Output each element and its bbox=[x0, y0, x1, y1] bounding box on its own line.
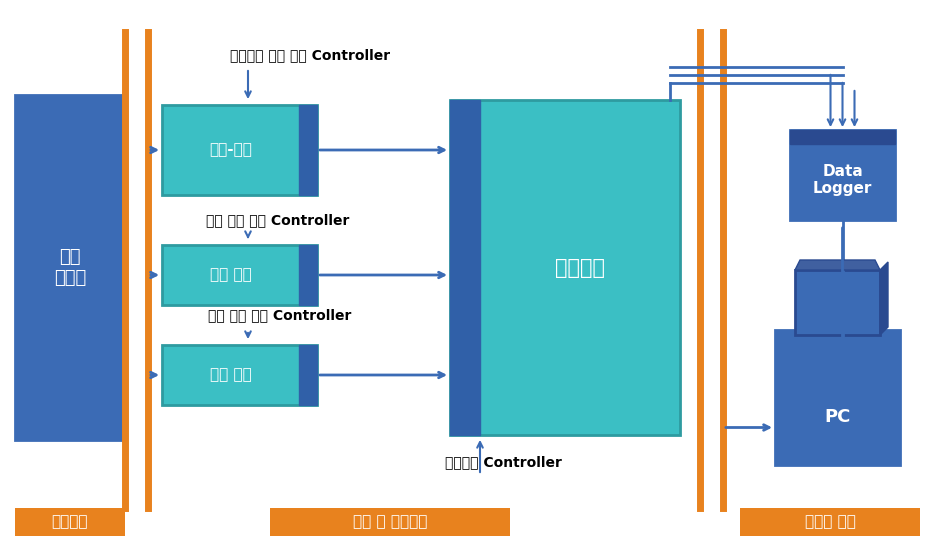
Bar bbox=[270, 508, 510, 536]
Text: 정전용량 측정 전용 Controller: 정전용량 측정 전용 Controller bbox=[230, 48, 390, 62]
Bar bbox=[740, 508, 920, 536]
Bar bbox=[162, 345, 317, 405]
Bar bbox=[450, 100, 480, 435]
Bar bbox=[15, 95, 125, 440]
Bar bbox=[162, 105, 317, 195]
Polygon shape bbox=[795, 260, 880, 270]
Bar bbox=[162, 245, 317, 305]
Text: 표시장치: 표시장치 bbox=[555, 257, 605, 278]
Bar bbox=[790, 130, 895, 220]
Polygon shape bbox=[880, 262, 888, 335]
Text: 압력 측정 전용 Controller: 압력 측정 전용 Controller bbox=[208, 308, 352, 322]
Bar bbox=[299, 105, 317, 195]
Bar bbox=[15, 508, 125, 536]
Text: Data
Logger: Data Logger bbox=[813, 164, 872, 196]
Bar bbox=[299, 345, 317, 405]
Text: PC: PC bbox=[825, 409, 851, 427]
Text: 필터-센서: 필터-센서 bbox=[209, 143, 252, 158]
Text: 압력 센서: 압력 센서 bbox=[209, 367, 251, 383]
Text: 데이터 수집: 데이터 수집 bbox=[804, 514, 856, 530]
Bar bbox=[790, 130, 895, 144]
Bar bbox=[450, 100, 680, 435]
Text: 표시장치 Controller: 표시장치 Controller bbox=[445, 455, 561, 469]
Text: 온도 센서: 온도 센서 bbox=[209, 268, 251, 282]
Text: 센서 및 표시장치: 센서 및 표시장치 bbox=[353, 514, 427, 530]
Text: 리그
시험기: 리그 시험기 bbox=[54, 248, 86, 287]
Bar bbox=[299, 245, 317, 305]
Text: 시험장치: 시험장치 bbox=[51, 514, 88, 530]
Bar bbox=[775, 330, 900, 465]
Bar bbox=[795, 270, 880, 335]
Text: 온도 측정 전용 Controller: 온도 측정 전용 Controller bbox=[206, 213, 349, 227]
